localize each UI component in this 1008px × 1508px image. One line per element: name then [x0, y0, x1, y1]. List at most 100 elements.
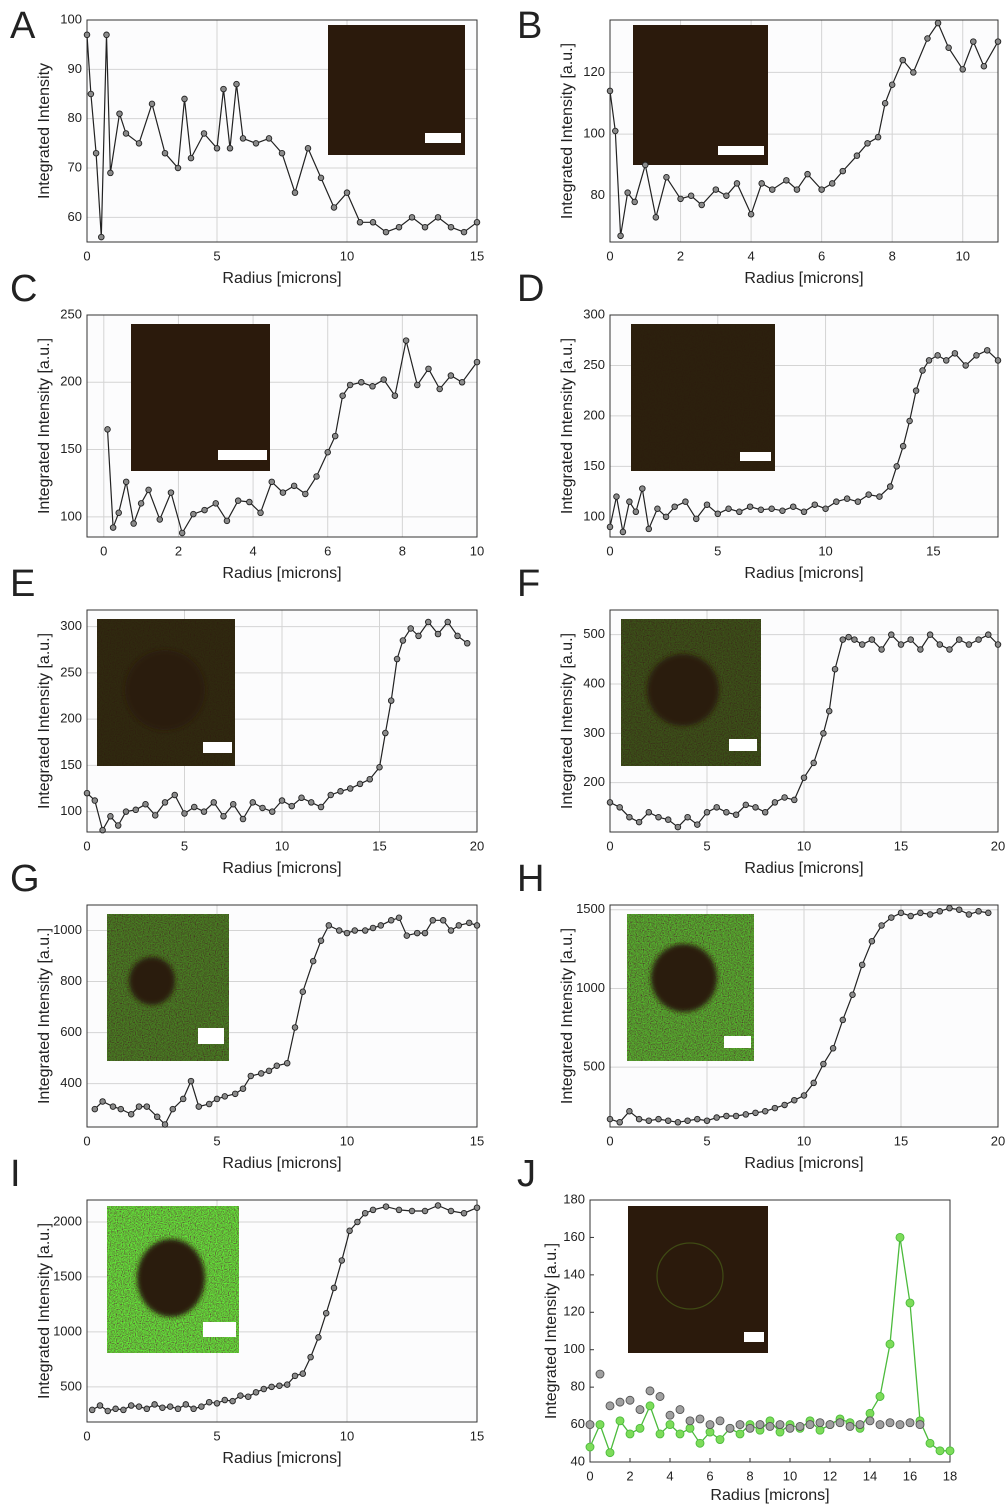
data-point	[356, 219, 364, 226]
data-point	[886, 483, 894, 490]
data-point	[635, 1423, 645, 1433]
data-point	[820, 730, 827, 737]
data-point	[935, 1446, 945, 1456]
scale-bar	[198, 1028, 224, 1044]
data-point	[380, 376, 387, 383]
y-axis-label: Integrated Intensity [a.u.]	[36, 633, 53, 809]
data-point	[897, 641, 905, 648]
y-tick-label: 1000	[53, 922, 82, 937]
data-point	[642, 161, 649, 169]
data-point	[885, 1418, 895, 1428]
y-tick-label: 800	[60, 973, 82, 988]
data-point	[888, 81, 896, 88]
y-tick-label: 100	[60, 11, 82, 26]
data-point	[151, 1401, 158, 1408]
inset-vesicle	[129, 957, 175, 1005]
data-point	[132, 806, 139, 814]
data-point	[645, 809, 653, 816]
data-point	[269, 808, 276, 815]
inset-image	[631, 324, 775, 471]
x-tick-label: 15	[894, 1133, 908, 1148]
data-point	[159, 1404, 166, 1411]
data-point	[246, 498, 253, 506]
data-point	[965, 911, 973, 918]
data-point	[455, 922, 463, 929]
data-point	[458, 379, 466, 386]
data-point	[317, 803, 325, 811]
data-point	[145, 486, 152, 494]
data-point	[465, 919, 473, 927]
data-point	[408, 214, 416, 221]
x-tick-label: 5	[714, 543, 721, 558]
data-point	[915, 1420, 925, 1430]
data-point	[283, 1059, 291, 1067]
data-point	[421, 929, 429, 937]
data-point	[343, 189, 351, 196]
y-tick-label: 90	[68, 61, 82, 76]
data-point	[905, 1418, 915, 1428]
data-point	[421, 1207, 429, 1215]
y-tick-label: 1500	[576, 901, 605, 916]
data-point	[339, 392, 346, 399]
y-tick-label: 80	[68, 110, 82, 125]
data-point	[234, 497, 242, 504]
data-point	[687, 192, 695, 199]
data-point	[130, 520, 137, 527]
panel: 0 5 10 15 20 100 150 200 250 300 E Radius [microns]…	[10, 563, 484, 877]
panel: 0 2 4 6 8 10 80 100 120 B Radius [microns] Integrat…	[517, 5, 1002, 287]
x-tick-label: 20	[991, 838, 1005, 853]
data-point	[674, 1119, 682, 1126]
data-point	[811, 501, 819, 508]
x-tick-label: 10	[797, 1133, 811, 1148]
data-point	[925, 1438, 935, 1448]
data-point	[366, 776, 374, 783]
panel-letter: D	[517, 268, 544, 310]
data-point	[464, 640, 471, 647]
data-point	[747, 210, 755, 218]
x-tick-label: 2	[677, 248, 684, 263]
data-point	[83, 31, 91, 39]
data-point	[985, 909, 992, 917]
data-point	[473, 922, 481, 929]
data-point	[742, 1111, 750, 1118]
y-tick-label: 180	[563, 1191, 585, 1206]
data-point	[135, 1103, 143, 1110]
data-point	[735, 1420, 745, 1430]
data-point	[725, 505, 732, 512]
x-tick-label: 0	[83, 1133, 90, 1148]
data-point	[791, 796, 798, 804]
data-point	[213, 145, 221, 152]
scale-bar	[724, 1036, 751, 1048]
data-point	[434, 630, 442, 638]
data-point	[694, 1115, 701, 1123]
data-point	[791, 1096, 798, 1104]
x-axis-label: Radius [microns]	[222, 1450, 341, 1467]
data-point	[399, 637, 407, 644]
panel-letter: J	[517, 1153, 536, 1195]
data-point	[775, 1420, 785, 1430]
panel: 0 5 10 15 60 70 80 90 100 A Radius [microns] Integr…	[10, 5, 484, 287]
data-point	[213, 1095, 221, 1103]
data-point	[369, 924, 377, 932]
x-tick-label: 20	[470, 838, 484, 853]
data-point	[613, 493, 620, 500]
data-point	[606, 799, 614, 806]
data-point	[439, 917, 447, 924]
data-point	[181, 810, 188, 817]
x-tick-label: 16	[903, 1468, 917, 1483]
data-point	[839, 1016, 847, 1024]
data-point	[925, 357, 933, 364]
x-tick-label: 5	[703, 838, 710, 853]
data-point	[839, 167, 847, 175]
x-tick-label: 0	[83, 838, 90, 853]
data-point	[742, 801, 750, 809]
y-axis-label: Integrated Intensity	[36, 63, 53, 199]
data-point	[120, 1406, 127, 1414]
data-point	[912, 387, 920, 394]
x-tick-label: 10	[340, 248, 354, 263]
y-tick-label: 140	[563, 1266, 585, 1281]
data-point	[831, 665, 839, 673]
data-point	[639, 485, 646, 492]
y-tick-label: 120	[563, 1304, 585, 1319]
data-point	[975, 908, 982, 915]
